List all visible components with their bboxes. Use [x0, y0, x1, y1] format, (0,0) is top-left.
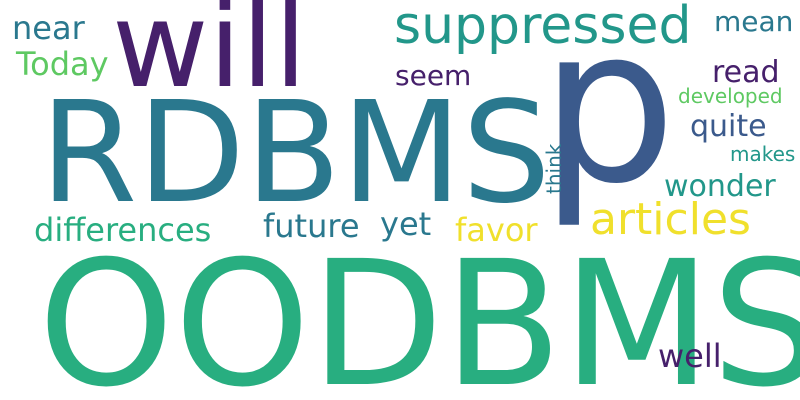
word-favor: favor	[455, 211, 538, 249]
word-rdbms: RDBMS	[40, 72, 551, 235]
word-oodbms: OODBMS	[38, 223, 800, 400]
word-suppressed: suppressed	[394, 0, 692, 56]
word-quite: quite	[690, 109, 767, 144]
word-differences: differences	[34, 211, 212, 249]
word-future: future	[263, 207, 360, 245]
word-read: read	[712, 55, 780, 90]
word-makes: makes	[730, 142, 796, 166]
word-today: Today	[16, 45, 109, 83]
word-articles: articles	[590, 194, 751, 245]
word-near: near	[12, 9, 85, 47]
word-developed: developed	[678, 84, 783, 108]
word-seem: seem	[395, 59, 472, 92]
word-p: p	[540, 0, 677, 231]
word-mean: mean	[714, 5, 794, 38]
word-will: will	[112, 0, 307, 114]
word-well: well	[658, 337, 722, 375]
word-think: think	[542, 143, 566, 194]
word-wonder: wonder	[664, 169, 776, 204]
word-yet: yet	[380, 205, 432, 243]
